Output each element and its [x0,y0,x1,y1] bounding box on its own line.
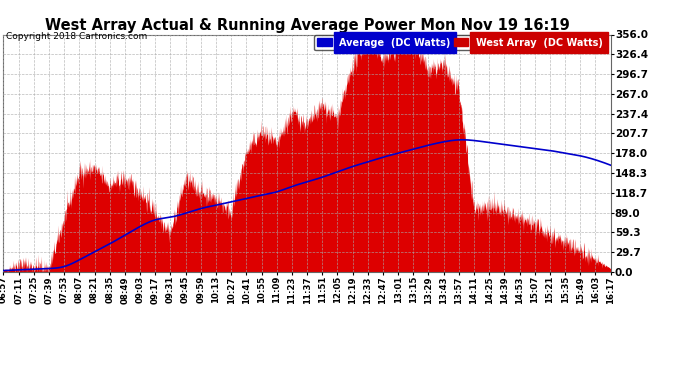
Legend: Average  (DC Watts), West Array  (DC Watts): Average (DC Watts), West Array (DC Watts… [314,34,606,51]
Title: West Array Actual & Running Average Power Mon Nov 19 16:19: West Array Actual & Running Average Powe… [45,18,569,33]
Text: Copyright 2018 Cartronics.com: Copyright 2018 Cartronics.com [6,32,147,41]
